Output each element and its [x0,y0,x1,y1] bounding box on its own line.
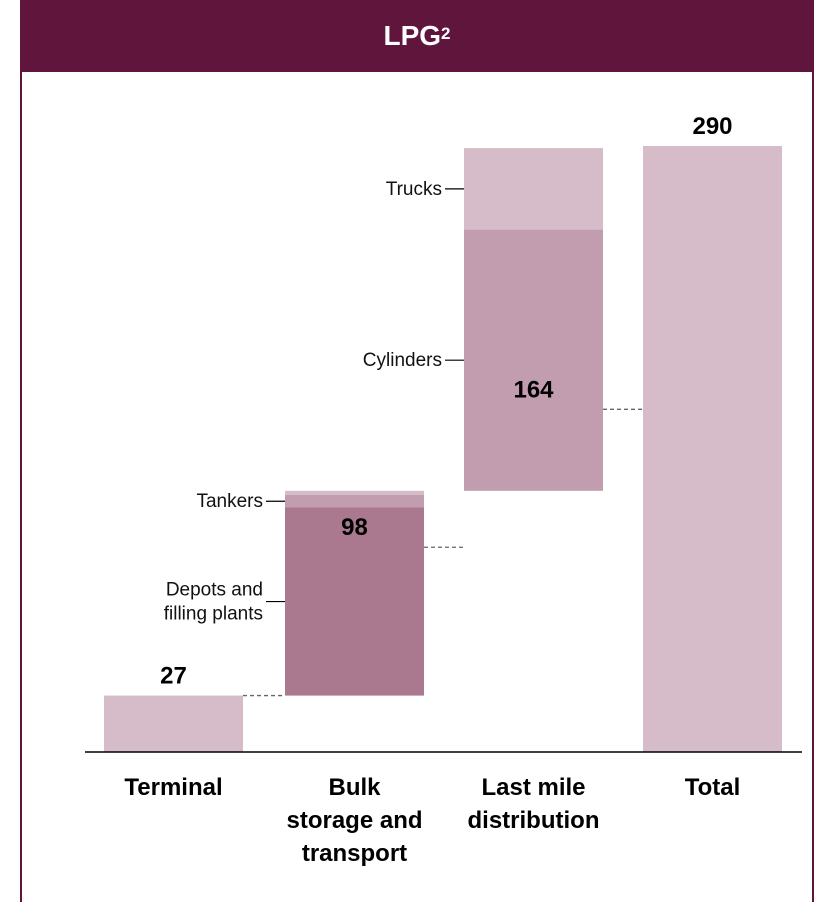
segment-label-3-1: Cylinders [363,350,442,371]
bar-2-segment-3 [285,490,424,495]
value-label-4: 290 [692,113,732,140]
value-label-2: 98 [341,514,368,541]
category-label-4: Total [685,774,741,801]
bar-2-segment-1 [285,507,424,696]
segment-label-2-1: Depots and filling plants [164,580,263,625]
category-label-2: Bulk storage and transport [286,774,422,867]
bar-1-segment-1 [104,695,243,752]
segment-label-3-2: Trucks [386,179,442,200]
segment-label-2-2: Tankers [196,491,263,512]
bar-2-segment-2 [285,494,424,508]
category-label-1: Terminal [124,774,222,801]
chart-header: LPG 2 [20,0,814,72]
chart-title-superscript: 2 [441,24,451,43]
bar-4-segment-1 [643,146,782,752]
bar-3-segment-2 [464,148,603,230]
category-label-3: Last mile distribution [468,774,600,834]
bar-3-segment-1 [464,229,603,491]
chart-title: LPG [383,20,442,51]
value-label-3: 164 [513,376,554,403]
chart-frame [20,0,814,902]
value-label-1: 27 [160,663,187,690]
